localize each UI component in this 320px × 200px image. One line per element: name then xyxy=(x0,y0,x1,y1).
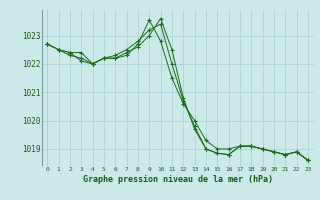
X-axis label: Graphe pression niveau de la mer (hPa): Graphe pression niveau de la mer (hPa) xyxy=(83,175,273,184)
